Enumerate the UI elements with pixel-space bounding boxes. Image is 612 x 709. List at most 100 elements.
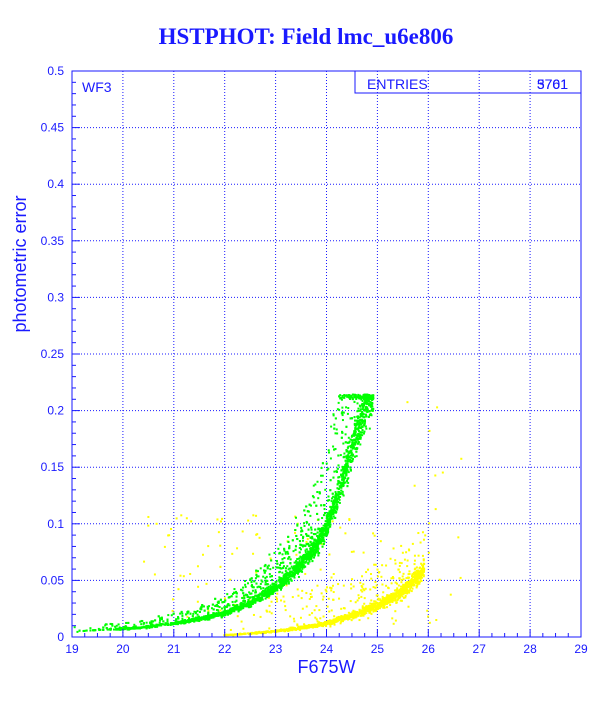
green-point: [351, 459, 354, 462]
green-point: [277, 547, 280, 550]
green-point: [358, 416, 361, 419]
green-point: [269, 584, 272, 587]
green-point: [246, 595, 249, 598]
green-point: [264, 563, 267, 566]
green-point: [326, 532, 329, 535]
green-point: [327, 449, 330, 452]
yellow-point: [365, 608, 368, 611]
green-point: [243, 594, 246, 597]
chart-title: HSTPHOT: Field lmc_u6e806: [158, 24, 454, 49]
yellow-point: [397, 596, 400, 599]
yellow-point: [389, 596, 392, 599]
green-point: [196, 610, 199, 613]
green-point: [254, 597, 257, 600]
yellow-point: [421, 570, 424, 573]
green-point: [339, 454, 342, 457]
green-point: [272, 591, 275, 594]
green-point: [363, 402, 366, 405]
yellow-point: [319, 624, 322, 627]
yellow-point: [284, 628, 287, 631]
yellow-point: [358, 619, 361, 622]
green-point: [365, 401, 368, 404]
yellow-point: [417, 532, 420, 535]
green-point: [358, 397, 361, 400]
green-point: [188, 617, 191, 620]
yellow-point: [237, 633, 240, 636]
green-point: [346, 469, 349, 472]
green-point: [334, 447, 337, 450]
green-point: [328, 451, 331, 454]
yellow-point: [413, 577, 416, 580]
green-point: [313, 501, 316, 504]
green-point: [286, 550, 289, 553]
green-point: [340, 469, 343, 472]
green-point: [304, 549, 307, 552]
green-point: [158, 624, 161, 627]
yellow-point: [312, 624, 315, 627]
green-point: [341, 465, 344, 468]
green-point: [323, 512, 326, 515]
green-point: [327, 495, 330, 498]
green-point: [241, 605, 244, 608]
green-point: [279, 566, 282, 569]
green-point: [243, 597, 246, 600]
yellow-point: [344, 614, 347, 617]
yellow-point: [372, 602, 375, 605]
yellow-point: [351, 611, 354, 614]
green-point: [341, 414, 344, 417]
green-point: [342, 475, 345, 478]
green-point: [316, 480, 319, 483]
green-point: [361, 410, 364, 413]
green-point: [353, 455, 356, 458]
green-point: [334, 516, 337, 519]
yellow-point: [357, 594, 360, 597]
green-point: [186, 611, 189, 614]
yellow-point: [383, 603, 386, 606]
yellow-point: [270, 631, 273, 634]
yellow-point: [325, 586, 328, 589]
yellow-point: [421, 554, 424, 557]
green-point: [280, 581, 283, 584]
yellow-point: [363, 611, 366, 614]
green-point: [274, 581, 277, 584]
green-point: [363, 393, 366, 396]
green-point: [346, 462, 349, 465]
yellow-point: [361, 575, 364, 578]
yellow-point: [318, 609, 321, 612]
green-point: [266, 583, 269, 586]
green-point: [248, 591, 251, 594]
green-point: [335, 428, 338, 431]
yellow-point: [241, 530, 244, 533]
green-point: [365, 406, 368, 409]
yellow-point: [369, 602, 372, 605]
green-point: [302, 561, 305, 564]
green-point: [211, 603, 214, 606]
yellow-point: [306, 538, 309, 541]
green-point: [200, 608, 203, 611]
green-point: [206, 605, 209, 608]
green-point: [220, 607, 223, 610]
green-point: [284, 567, 287, 570]
yellow-point: [388, 594, 391, 597]
green-point: [355, 397, 358, 400]
yellow-point: [415, 566, 418, 569]
green-point: [341, 394, 344, 397]
yellow-point: [387, 598, 390, 601]
green-point: [288, 574, 291, 577]
green-point: [330, 514, 333, 517]
green-point: [121, 627, 124, 630]
yellow-point: [398, 591, 401, 594]
green-point: [349, 454, 352, 457]
yellow-point: [259, 615, 262, 618]
yellow-point: [143, 560, 146, 563]
green-point: [353, 442, 356, 445]
yellow-point: [402, 586, 405, 589]
green-point: [271, 582, 274, 585]
green-point: [262, 587, 265, 590]
yellow-point: [414, 567, 417, 570]
yellow-point: [392, 577, 395, 580]
yellow-point: [388, 595, 391, 598]
yellow-point: [393, 589, 396, 592]
green-point: [362, 406, 365, 409]
green-point: [210, 607, 213, 610]
